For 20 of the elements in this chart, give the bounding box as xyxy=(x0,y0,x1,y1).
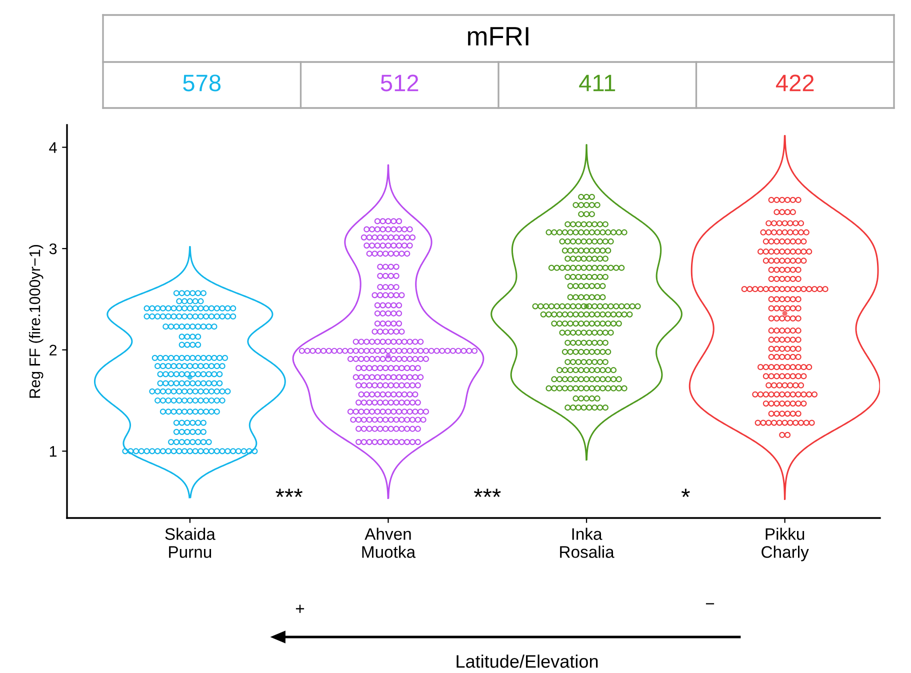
text: 422 xyxy=(776,74,814,92)
text: Latitude/Elevation xyxy=(456,654,598,668)
text: 512 xyxy=(380,74,418,92)
x-tick-label: Ahven Muotka xyxy=(362,528,416,558)
y-tick-label: 1 xyxy=(50,446,57,457)
text: + xyxy=(296,604,304,613)
y-tick-label: 3 xyxy=(49,243,57,254)
text: 411 xyxy=(579,74,616,92)
text: 578 xyxy=(183,74,221,92)
text: − xyxy=(706,603,714,604)
text: mFRI xyxy=(468,27,528,46)
y-tick-label: 2 xyxy=(50,344,57,356)
y-tick-label: 4 xyxy=(49,142,57,153)
x-tick-label: Skaida Purnu xyxy=(165,528,216,558)
annotation: *** xyxy=(474,488,501,498)
annotation: *** xyxy=(276,488,302,498)
annotation: * xyxy=(681,488,690,498)
y-axis-title: Reg FF (fire.1000yr−1) xyxy=(28,244,44,398)
x-tick-label: Pikku Charly xyxy=(762,528,809,562)
x-tick-label: Inka Rosalia xyxy=(560,528,614,558)
